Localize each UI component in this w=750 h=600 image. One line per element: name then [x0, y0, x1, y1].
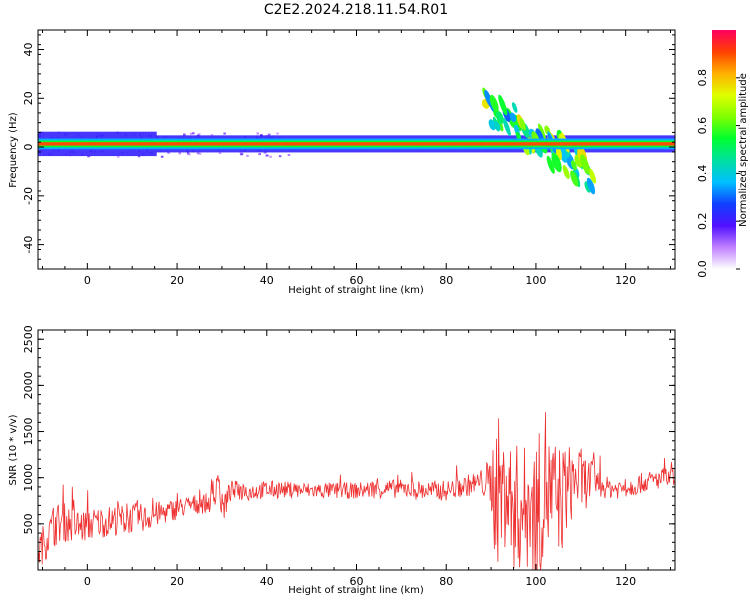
spectrogram-cell [192, 132, 195, 135]
snr-ticks: 0 20 40 60 80 100 120 500 1000 1500 2000 2500 [22, 325, 675, 588]
spectrogram-xtick-label: 60 [350, 274, 364, 287]
spectrogram-ytick-label: 40 [22, 43, 35, 57]
colorbar-tick-label: 0.6 [696, 117, 709, 135]
snr-series-line [38, 412, 675, 570]
spectrogram-cell [198, 152, 202, 155]
colorbar-label: Normalized spectral amplitude [738, 73, 749, 227]
snr-ytick-label: 1000 [22, 464, 35, 492]
spectrogram-cell [240, 153, 243, 156]
spectrogram-streak [484, 89, 493, 108]
colorbar-tick-label: 0.2 [696, 212, 709, 230]
spectrogram-streak [588, 168, 597, 184]
spectrogram-streak [488, 119, 496, 131]
spectrogram-cell [269, 155, 272, 158]
snr-xtick-label: 120 [615, 575, 636, 588]
spectrogram-ytick-label: 0 [22, 144, 35, 151]
spectrogram-cell [116, 155, 120, 158]
spectrogram-xtick-label: 0 [84, 274, 91, 287]
spectrogram-cell [246, 154, 249, 157]
spectrogram-streak [584, 181, 591, 193]
snr-xtick-label: 40 [260, 575, 274, 588]
spectrogram-xtick-label: 100 [525, 274, 546, 287]
spectrogram-cell [210, 134, 214, 137]
spectrogram-ylabel: Frequency (Hz) [8, 112, 19, 188]
snr-frame [37, 329, 676, 571]
spectrogram-streak [570, 160, 577, 171]
spectrogram-xtick-label: 80 [439, 274, 453, 287]
carrier-band [38, 142, 675, 146]
spectrogram-cell [198, 133, 201, 136]
snr-ylabel: SNR (10 * v/v) [8, 414, 19, 485]
snr-xtick-label: 20 [170, 575, 184, 588]
spectrogram-cell [183, 133, 186, 136]
spectrogram-ytick-label: 20 [22, 91, 35, 105]
spectrogram-cell [263, 151, 267, 154]
snr-xtick-label: 60 [350, 575, 364, 588]
spectrogram-streak [538, 123, 547, 143]
snr-xtick-label: 100 [525, 575, 546, 588]
spectrogram-xlabel: Height of straight line (km) [288, 285, 424, 296]
spectrogram-streak [546, 155, 555, 174]
colorbar: 0.0 0.2 0.4 0.6 0.8 Normalized spectral ampl… [696, 30, 749, 278]
colorbar-gradient [712, 30, 736, 269]
spectrogram-streak [551, 152, 562, 173]
spectrogram-cell [239, 151, 243, 154]
spectrogram-streak [498, 94, 508, 116]
spectrogram-cell [196, 152, 200, 155]
spectrogram-cell [278, 155, 282, 158]
colorbar-ticks: 0.0 0.2 0.4 0.6 0.8 [696, 69, 740, 278]
spectrogram-cell [188, 153, 191, 156]
snr-plot-area [38, 412, 675, 570]
spectrogram-streak [562, 165, 570, 180]
spectrogram-cell [218, 152, 222, 155]
spectrogram-cell [223, 132, 226, 135]
snr-ytick-label: 500 [22, 513, 35, 534]
spectrogram-streak [509, 112, 517, 123]
snr-xtick-label: 80 [439, 575, 453, 588]
spectrogram-streak [586, 177, 596, 195]
spectrogram-streak [489, 94, 499, 113]
spectrogram-image [38, 87, 675, 195]
spectrogram-cell [265, 154, 268, 157]
spectrogram-cell [160, 155, 164, 158]
spectrogram-xtick-label: 20 [170, 274, 184, 287]
colorbar-tick-label: 0.4 [696, 165, 709, 183]
spectrogram-xtick-label: 40 [260, 274, 274, 287]
spectrogram-cell [276, 132, 279, 135]
spectrogram-streak [519, 118, 526, 131]
spectrogram-streak [570, 170, 579, 187]
spectrogram-cell [137, 155, 141, 158]
spectrogram-cell [267, 133, 271, 136]
spectrogram-cell [87, 155, 90, 158]
snr-ytick-label: 2000 [22, 371, 35, 399]
colorbar-tick-label: 0.0 [696, 260, 709, 278]
spectrogram-cell [178, 152, 182, 155]
spectrogram-streak [494, 121, 501, 132]
snr-ytick-label: 1500 [22, 418, 35, 446]
spectrogram-streak [495, 111, 504, 124]
spectrogram-ytick-label: -40 [22, 236, 35, 254]
spectrogram-streak [511, 102, 518, 113]
colorbar-tick-label: 0.8 [696, 69, 709, 87]
spectrogram-cell [258, 152, 261, 155]
spectrogram-cell [256, 132, 259, 135]
spectrogram-streak [513, 124, 520, 135]
snr-panel: 0 20 40 60 80 100 120 500 1000 1500 2000 2500 Heigh… [8, 325, 676, 596]
spectrogram-ytick-label: -20 [22, 187, 35, 205]
spectrogram-ticks: 0 20 40 60 80 100 120 -40 -20 0 20 40 [22, 30, 675, 287]
snr-ytick-label: 2500 [22, 325, 35, 353]
spectrogram-streak [580, 154, 590, 175]
spectrogram-cell [189, 132, 193, 135]
spectrogram-xtick-label: 120 [615, 274, 636, 287]
figure-title: C2E2.2024.218.11.54.R01 [264, 2, 448, 18]
spectrogram-panel: 0 20 40 60 80 100 120 -40 -20 0 20 40 Height of str… [8, 29, 676, 296]
snr-xlabel: Height of straight line (km) [288, 585, 424, 596]
spectrogram-cell [287, 153, 291, 156]
snr-xtick-label: 0 [84, 575, 91, 588]
spectrogram-cell [167, 151, 170, 154]
spectrogram-streak [503, 118, 511, 137]
